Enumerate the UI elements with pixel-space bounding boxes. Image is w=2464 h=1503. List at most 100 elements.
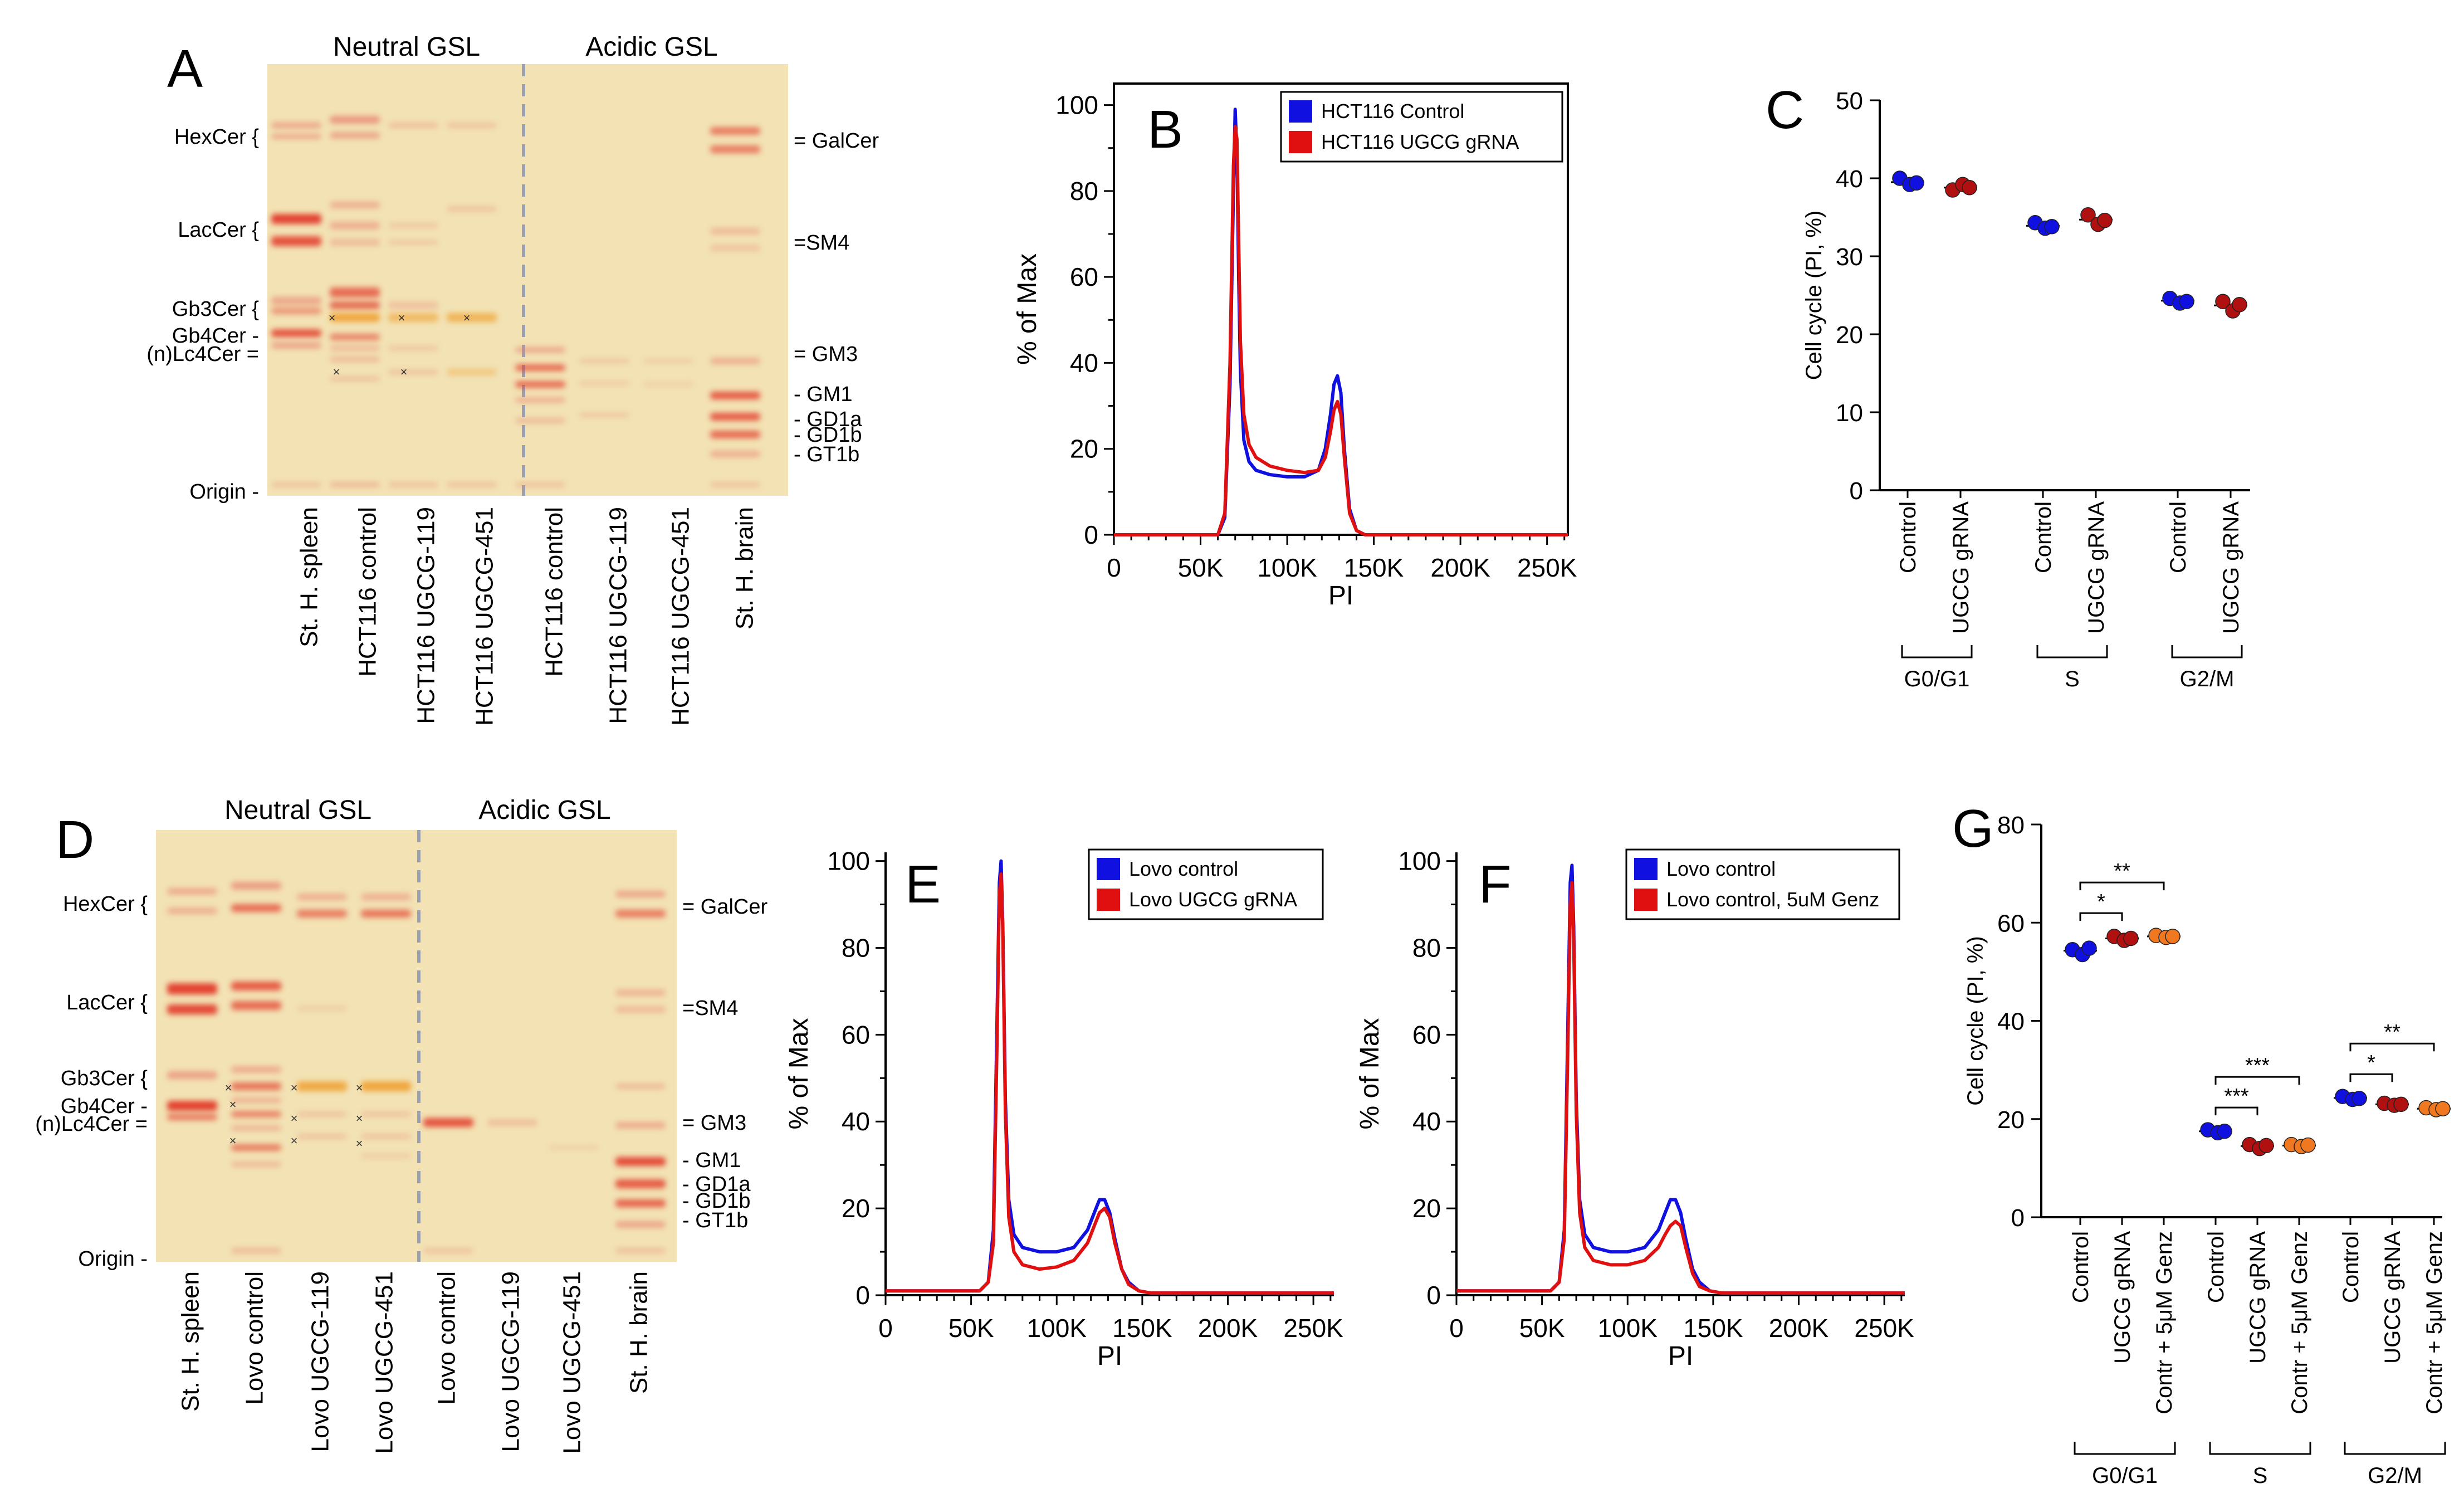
tlc-d-band xyxy=(361,910,411,918)
tlc-d-band xyxy=(615,1122,666,1129)
y-tick-label: 0 xyxy=(2011,1204,2025,1232)
significance-label: *** xyxy=(2245,1054,2270,1077)
tlc-x-mark: × xyxy=(398,311,405,325)
tlc-a-band xyxy=(330,301,380,309)
label-origin-d: Origin - xyxy=(78,1247,148,1271)
tlc-d-band xyxy=(231,904,281,912)
legend-label-1: Lovo control xyxy=(1129,857,1238,880)
tlc-a-band xyxy=(271,342,321,349)
label-hexcer-d: HexCer { xyxy=(63,892,148,916)
y-tick-label: 30 xyxy=(1836,243,1863,271)
data-point xyxy=(1909,175,1924,191)
lane-label-a-8: St. H. brain xyxy=(731,507,759,629)
x-tick-label: 100K xyxy=(1257,553,1317,582)
significance-bracket xyxy=(2349,1073,2393,1082)
lane-label-a-7: HCT116 UGCG-451 xyxy=(667,507,695,726)
tlc-d-band xyxy=(167,983,217,994)
tlc-x-mark: × xyxy=(356,1111,363,1125)
tlc-a-band xyxy=(643,359,693,363)
y-axis-label: % of Max xyxy=(1013,253,1042,365)
tlc-a-band xyxy=(515,347,565,353)
category-label: UGCG gRNA xyxy=(2084,501,2109,634)
tlc-d-band xyxy=(615,1221,666,1228)
tlc-a-band xyxy=(515,397,565,403)
label-gt1b-d: - GT1b xyxy=(682,1209,748,1232)
tlc-d-band xyxy=(615,1248,666,1253)
lane-label-d-3: Lovo UGCG-119 xyxy=(307,1271,334,1452)
lane-label-d-2: Lovo control xyxy=(241,1271,268,1405)
label-hexcer-a: HexCer { xyxy=(174,125,259,149)
group-bracket xyxy=(2344,1442,2446,1455)
tlc-bands-a xyxy=(271,116,760,487)
label-gm1-a: - GM1 xyxy=(794,383,853,406)
tlc-d-band xyxy=(167,1004,217,1014)
data-point xyxy=(2393,1096,2409,1112)
lane-label-d-5: Lovo control xyxy=(433,1271,461,1405)
y-tick-label: 60 xyxy=(842,1020,870,1049)
label-gb4cer-a: Gb4Cer - xyxy=(172,324,259,348)
legend-swatch-1 xyxy=(1097,858,1120,880)
category-label: UGCG gRNA xyxy=(2219,501,2243,634)
category-label: UGCG gRNA xyxy=(2380,1231,2405,1364)
tlc-a-band xyxy=(447,123,497,128)
group-bracket xyxy=(2074,1442,2176,1455)
lane-label-a-1: St. H. spleen xyxy=(296,507,323,647)
tlc-a-band xyxy=(330,222,380,230)
plot-frame xyxy=(1113,82,1569,536)
data-point xyxy=(2179,294,2194,309)
panel-letter-e: E xyxy=(905,855,941,914)
tlc-a-band xyxy=(710,451,760,457)
lane-label-d-6: Lovo UGCG-119 xyxy=(497,1271,525,1452)
group-acidic-gsl-d: Acidic GSL xyxy=(478,796,610,825)
data-point xyxy=(2232,297,2247,313)
tlc-a-band xyxy=(447,206,497,212)
label-gb3cer-a: Gb3Cer { xyxy=(172,297,260,321)
tlc-d-band xyxy=(297,894,347,900)
panel-f-histogram: F 0 50K 100K 150K 200K 250K 0 20 40 60 80 100 PI % of… xyxy=(1355,847,1914,1371)
tlc-a-band xyxy=(710,482,760,487)
tlc-a-band xyxy=(330,116,380,124)
tlc-a-band xyxy=(271,329,321,337)
tlc-d-band xyxy=(615,1157,666,1166)
tlc-a-band xyxy=(330,313,380,322)
data-point xyxy=(1962,180,1977,196)
significance-label: *** xyxy=(2224,1085,2249,1108)
group-neutral-gsl-d: Neutral GSL xyxy=(224,796,371,825)
tlc-d-band xyxy=(231,1066,281,1073)
tlc-d-band xyxy=(361,1134,411,1139)
data-point xyxy=(2300,1137,2316,1153)
tlc-x-mark: × xyxy=(229,1097,237,1111)
tlc-a-band xyxy=(710,228,760,235)
tlc-a-band xyxy=(271,122,321,129)
panel-letter-f: F xyxy=(1479,855,1512,914)
legend-label-2: Lovo control, 5uM Genz xyxy=(1666,888,1879,911)
significance-bracket xyxy=(2079,912,2123,921)
legend-swatch-2 xyxy=(1634,889,1658,911)
y-tick-label: 80 xyxy=(842,933,870,962)
group-label: G2/M xyxy=(2180,667,2235,691)
tlc-x-mark: × xyxy=(356,1136,363,1150)
data-point xyxy=(2165,929,2181,944)
tlc-a-band xyxy=(710,145,760,153)
tlc-a-band xyxy=(710,358,760,364)
y-tick-label: 20 xyxy=(842,1194,870,1223)
lane-label-d-1: St. H. spleen xyxy=(177,1271,204,1412)
group-bracket xyxy=(2209,1442,2311,1455)
group-label: G2/M xyxy=(2368,1463,2422,1488)
tlc-x-mark: × xyxy=(333,365,340,379)
tlc-x-marks-a: × × × × × xyxy=(329,311,471,379)
tlc-a-band xyxy=(330,357,380,362)
y-tick-label: 60 xyxy=(1412,1020,1441,1049)
tlc-d-band xyxy=(167,1071,217,1079)
tlc-a-band xyxy=(388,302,438,309)
tlc-d-band xyxy=(615,989,666,996)
category-label: Control xyxy=(2339,1231,2363,1303)
tlc-a-band xyxy=(515,364,565,371)
tlc-d-band xyxy=(361,1154,411,1158)
tlc-a-band xyxy=(330,345,380,351)
x-tick-label: 150K xyxy=(1683,1314,1743,1343)
lane-label-d-4: Lovo UGCG-451 xyxy=(371,1271,398,1454)
label-galcer-d: = GalCer xyxy=(682,895,767,919)
legend-swatch-2 xyxy=(1289,131,1312,153)
x-tick-label: 100K xyxy=(1598,1314,1658,1343)
